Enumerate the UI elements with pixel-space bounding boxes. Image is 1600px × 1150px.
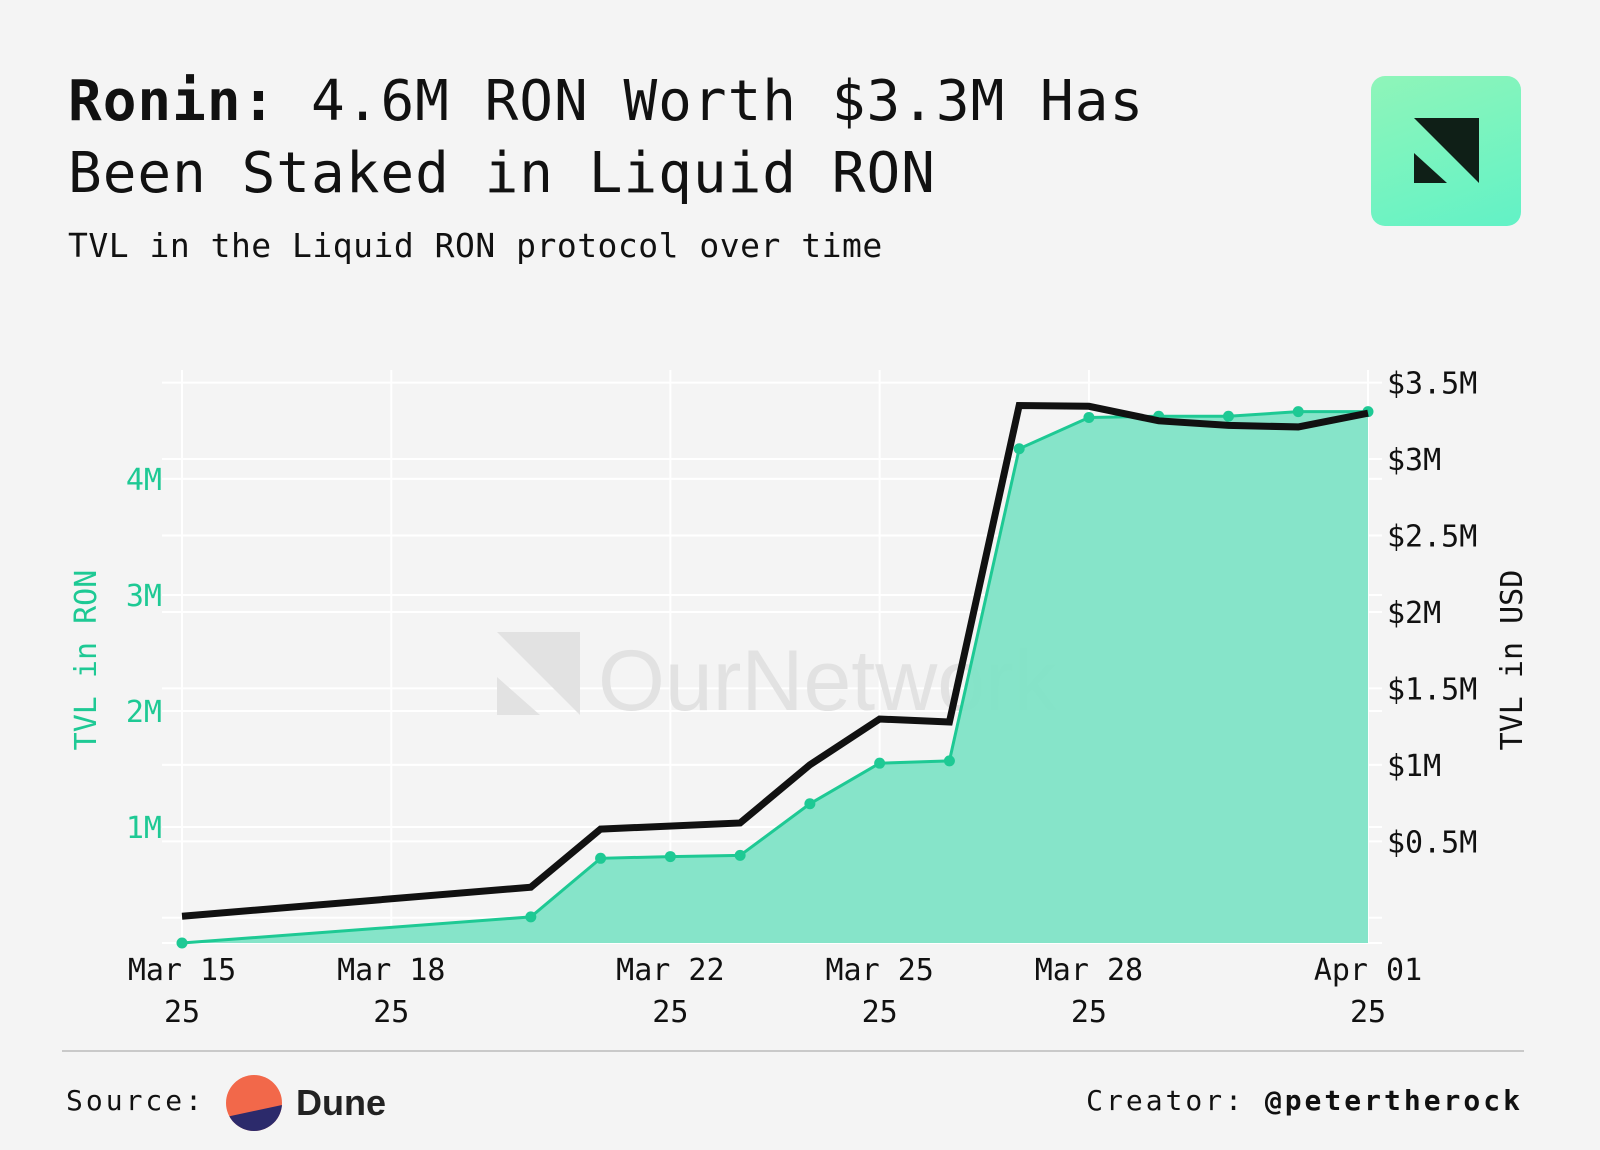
ron-point [734, 849, 746, 861]
ron-point [664, 851, 676, 863]
page-title: Ronin: 4.6M RON Worth $3.3M Has Been Sta… [68, 66, 1288, 210]
x-tick-label: Mar 15 [128, 953, 236, 988]
subtitle: TVL in the Liquid RON protocol over time [68, 226, 883, 265]
ron-point [1292, 406, 1304, 418]
y-right-tick-label: $1M [1387, 749, 1441, 784]
y-right-tick-label: $3M [1387, 443, 1441, 478]
ron-point [595, 852, 607, 864]
ron-point [525, 911, 537, 923]
y-right-tick-label: $3.5M [1387, 367, 1477, 402]
series [176, 401, 1374, 949]
source-label: Source: [66, 1084, 206, 1117]
watermark-logo-icon [497, 632, 580, 715]
ron-point [874, 757, 886, 769]
x-tick-label-year: 25 [373, 995, 409, 1030]
tvl-chart: OurNetwork 1M2M3M4M$0.5M$1M$1.5M$2M$2.5M… [69, 367, 1530, 1030]
ron-area [182, 411, 1368, 943]
dune-brand: Dune [296, 1082, 386, 1123]
x-tick-label-year: 25 [652, 995, 688, 1030]
dune-logo-icon [226, 1075, 282, 1131]
ron-point [176, 937, 188, 949]
x-tick-label: Mar 28 [1035, 953, 1143, 988]
x-tick-label: Apr 01 [1314, 953, 1422, 988]
y-left-tick-label: 4M [126, 463, 162, 498]
axes: 1M 2M 3M 4M $0.5M $1M $1.5M $2M $2.5M $3M $3.5M Mar… [69, 367, 1530, 1030]
ron-point [1013, 443, 1025, 455]
y-left-tick-label: 3M [126, 579, 162, 614]
creator-handle: @petertherock [1264, 1084, 1523, 1117]
creator-credit: Creator: @petertherock [1086, 1084, 1523, 1117]
x-tick-label-year: 25 [862, 995, 898, 1030]
creator-label: Creator: [1086, 1084, 1245, 1117]
ron-point [1222, 410, 1234, 422]
y-right-tick-label: $1.5M [1387, 672, 1477, 707]
x-tick-label-year: 25 [1350, 995, 1386, 1030]
y-right-axis-title: TVL in USD [1495, 570, 1530, 751]
x-tick-label: Mar 22 [616, 953, 724, 988]
x-tick-label-year: 25 [164, 995, 200, 1030]
y-left-axis-title: TVL in RON [69, 570, 104, 751]
ron-point [943, 755, 955, 767]
ron-point [804, 798, 816, 810]
title-rest: 4.6M RON Worth $3.3M Has Been Staked in … [68, 69, 1145, 206]
y-left-tick-label: 1M [126, 811, 162, 846]
x-tick-label-year: 25 [1071, 995, 1107, 1030]
ron-point [1083, 411, 1095, 423]
x-tick-label: Mar 18 [337, 953, 445, 988]
y-right-tick-label: $2M [1387, 596, 1441, 631]
y-left-tick-label: 2M [126, 695, 162, 730]
watermark-logo-icon-corner [497, 677, 540, 715]
x-tick-label: Mar 25 [825, 953, 933, 988]
ournetwork-logo-icon [1414, 118, 1479, 183]
y-right-tick-label: $0.5M [1387, 825, 1477, 860]
usd-line [181, 401, 1369, 920]
ournetwork-logo [1371, 76, 1521, 226]
ron-line [181, 410, 1368, 945]
title-bold: Ronin: [68, 69, 277, 134]
footer-divider [62, 1050, 1524, 1052]
y-right-tick-label: $2.5M [1387, 519, 1477, 554]
